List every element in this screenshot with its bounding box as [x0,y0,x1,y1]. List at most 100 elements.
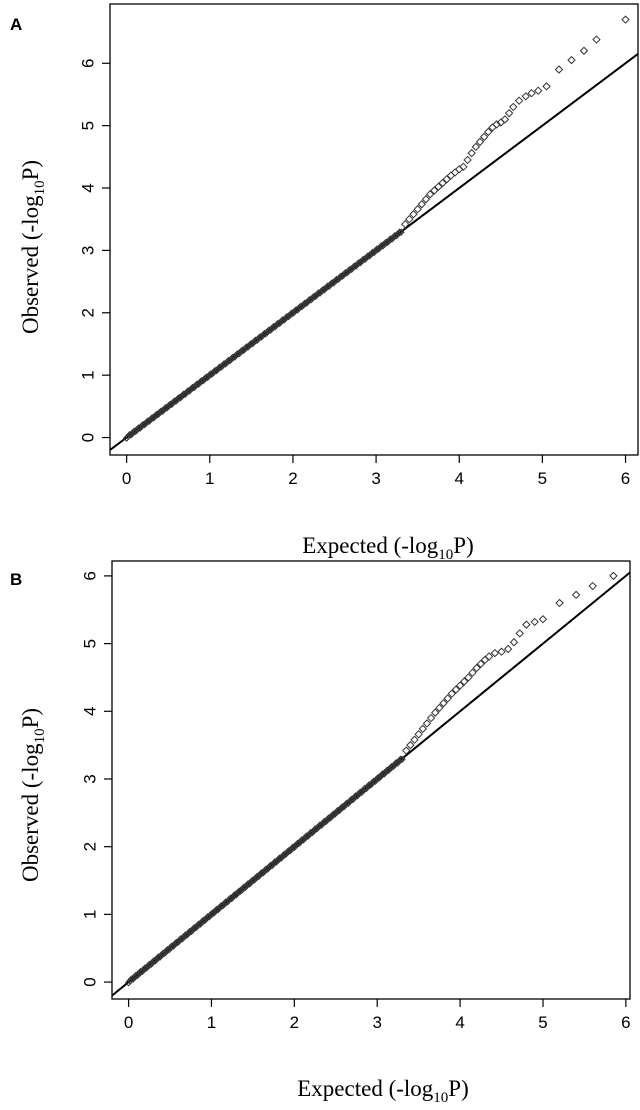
panel-a-point [277,317,285,326]
panel-b-point [136,967,145,976]
panel-a-point [386,235,395,243]
panel-a-point [166,400,174,408]
panel-b-point [210,909,218,917]
panel-b-point [347,795,355,804]
panel-b-point [317,821,326,829]
panel-b-point [515,629,524,638]
panel-b-point [374,773,382,782]
panel-a-point [326,280,335,289]
panel-b-point [361,784,369,793]
panel-b-point [204,912,212,921]
panel-a-point [214,365,222,373]
panel-b-point [341,801,349,809]
panel-b-point [144,962,152,970]
panel-b-y-tick-label: 1 [81,910,100,919]
panel-a-point [200,375,209,383]
panel-a-point [434,182,443,191]
panel-a-point [125,430,134,439]
panel-b-point [139,966,148,974]
panel-b-point [301,834,309,842]
panel-a-point [295,304,303,312]
panel-a-point [475,137,485,147]
panel-b-point [235,887,243,895]
panel-a-point [241,344,249,353]
panel-b-point [490,648,500,658]
panel-b-point [476,659,486,669]
panel-a-point [349,263,357,272]
panel-a-point [155,409,164,417]
panel-b-point [377,772,385,780]
panel-b-point [406,740,415,750]
panel-a-y-tick-label: 5 [79,121,98,130]
panel-a-x-tick-label: 5 [538,469,547,488]
panel-a-point [467,148,476,158]
panel-b-point [154,953,163,961]
panel-b-point [371,777,379,786]
panel-b-point [133,971,142,980]
panel-a-point [218,361,227,370]
panel-b-point [124,979,133,987]
panel-b-point [148,958,157,967]
panel-b-point [268,861,276,870]
panel-a-point [263,328,272,336]
panel-a-point [169,398,177,407]
panel-b-point [381,768,390,776]
panel-b-point [365,781,373,789]
panel-b-point [310,826,318,835]
panel-b-point [311,825,320,833]
panel-b-point [169,942,178,950]
panel-b-point [298,836,306,844]
panel-a-y-tick-label: 0 [79,433,98,442]
panel-b-point [277,854,285,862]
panel-b-plot-frame [111,560,631,1000]
panel-a-point [382,238,390,247]
panel-b-y-tick-label: 2 [81,842,100,851]
panel-b-point [313,825,321,833]
panel-a-point [164,402,173,410]
panel-b-point [326,814,335,822]
panel-a-y-tick-label: 4 [79,183,98,192]
panel-b-point [386,764,394,773]
panel-a-point [202,373,210,381]
panel-a-point [380,240,389,248]
panel-b-point [278,852,287,861]
panel-b-point [205,913,213,921]
panel-a-point [405,215,414,224]
panel-b-point [362,784,370,793]
panel-b-point [426,713,436,723]
panel-b-point [305,830,314,839]
panel-a-point [340,270,348,279]
panel-b-point [156,953,164,961]
panel-b-point [418,724,428,734]
panel-b-point [366,781,375,789]
panel-a-point [193,380,201,388]
panel-a-point [205,371,213,380]
panel-b-point [293,839,302,848]
panel-b-point [286,847,294,855]
panel-b-point [332,808,341,817]
panel-a-y-tick-label: 1 [79,370,98,379]
panel-a-point [242,343,251,351]
panel-a-point [160,405,168,414]
panel-b-point [265,863,273,872]
panel-b-point [497,647,506,656]
panel-a-point [504,108,514,118]
panel-a-point [337,272,345,280]
panel-b-point [299,836,308,844]
panel-a-point [274,319,282,328]
panel-a-point [328,279,336,287]
panel-b-point [316,821,324,829]
panel-b-point [319,819,327,828]
panel-a-point [254,334,263,343]
panel-b-point [256,870,264,879]
panel-b-point [129,975,137,983]
panel-a-point [332,275,341,284]
panel-a-point [353,260,362,269]
panel-b-point [451,685,461,694]
panel-a-point [211,366,219,375]
panel-b-point [233,889,242,897]
panel-a-point [130,427,138,435]
panel-b-point [393,759,402,767]
panel-a-point [534,86,543,95]
panel-b-point [260,867,269,875]
